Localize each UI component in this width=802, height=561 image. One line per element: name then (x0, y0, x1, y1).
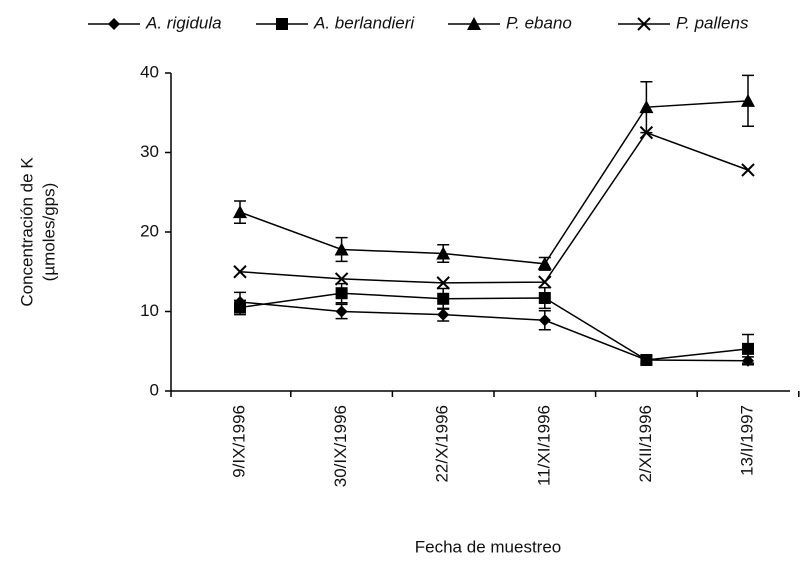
legend-marker (467, 17, 481, 30)
data-point (334, 272, 349, 286)
x-tick-label: 9/IX/1996 (229, 405, 248, 478)
legend-label: A. rigidula (145, 13, 222, 32)
y-tick-label: 0 (150, 380, 159, 399)
data-point (640, 353, 653, 366)
data-point (537, 256, 552, 270)
data-point (335, 287, 348, 300)
x-tick-label: 13/I/1997 (737, 405, 756, 476)
data-point (639, 100, 654, 114)
y-axis-label: Concentración de K (17, 157, 36, 307)
x-tick-label: 11/XI/1996 (534, 405, 553, 486)
data-point (437, 308, 450, 321)
series-line (239, 292, 749, 361)
data-point (741, 93, 755, 107)
legend-label: P. pallens (676, 13, 749, 32)
data-point (741, 163, 755, 177)
data-point (742, 342, 754, 355)
y-tick-label: 30 (140, 142, 159, 161)
legend-marker (108, 18, 120, 30)
data-point (335, 305, 348, 318)
data-point (538, 314, 551, 327)
data-point (538, 291, 551, 304)
x-tick-label: 2/XII/1996 (636, 405, 655, 483)
data-point (436, 246, 451, 260)
data-point (233, 205, 247, 219)
data-point (639, 125, 654, 140)
legend-label: P. ebano (506, 13, 572, 32)
x-axis-label: Fecha de muestreo (415, 537, 561, 556)
x-tick-label: 30/IX/1996 (331, 405, 350, 487)
series-line (239, 131, 749, 284)
data-point (233, 265, 247, 279)
legend-marker (637, 17, 651, 31)
y-tick-label: 40 (140, 62, 159, 81)
y-tick-label: 20 (140, 221, 159, 240)
legend-marker (276, 18, 288, 30)
data-point (334, 242, 349, 256)
data-point (437, 292, 450, 305)
series-line (239, 100, 749, 265)
x-tick-label: 22/X/1996 (433, 405, 452, 483)
y-axis-label: (µmoles/gps) (39, 183, 58, 282)
y-tick-label: 10 (140, 301, 159, 320)
legend-label: A. berlandieri (313, 13, 415, 32)
data-point (234, 301, 246, 314)
data-point (538, 275, 552, 289)
data-point (436, 276, 450, 290)
series-line (239, 301, 749, 362)
